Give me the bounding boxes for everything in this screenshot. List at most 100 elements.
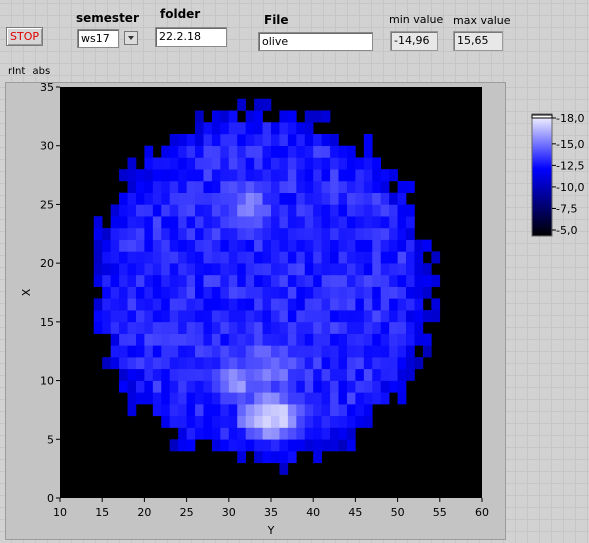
semester-dropdown-button[interactable]	[124, 31, 138, 45]
heatmap-cell	[203, 321, 213, 334]
color-scale-tick-label: -18,0	[556, 112, 584, 125]
stop-button[interactable]: STOP	[6, 27, 43, 46]
heatmap-cell	[93, 310, 103, 323]
heatmap-cell	[313, 204, 322, 217]
heatmap-cell	[203, 157, 213, 170]
heatmap-cell	[144, 274, 154, 287]
heatmap-cell	[372, 392, 382, 405]
heatmap-cell	[380, 392, 390, 405]
heatmap-cell	[228, 321, 238, 334]
heatmap-cell	[195, 298, 204, 311]
heatmap-cell	[304, 310, 314, 323]
color-ramp-max-marker[interactable]	[531, 114, 553, 119]
heatmap-cell	[389, 263, 398, 276]
heatmap-cell	[220, 227, 230, 240]
heatmap-cell	[279, 345, 289, 358]
semester-select[interactable]: ws17	[77, 29, 119, 48]
heatmap-cell	[304, 274, 314, 287]
heatmap-cell	[389, 345, 398, 358]
heatmap-cell	[220, 439, 230, 452]
heatmap-cell	[296, 227, 306, 240]
heatmap-cell	[203, 380, 213, 393]
heatmap-cell	[245, 333, 255, 346]
heatmap-cell	[338, 333, 348, 346]
heatmap-cell	[304, 133, 314, 147]
heatmap-cell	[203, 227, 213, 240]
heatmap-cell	[397, 357, 407, 370]
heatmap-cell	[178, 310, 187, 323]
heatmap-cell	[135, 392, 145, 405]
heatmap-cell	[228, 274, 238, 287]
heatmap-cell	[279, 415, 289, 428]
heatmap-cell	[203, 298, 213, 311]
heatmap-cell	[211, 439, 221, 452]
heatmap-cell	[296, 286, 306, 299]
heatmap-cell	[102, 286, 111, 299]
heatmap-cell	[102, 263, 111, 276]
folder-field[interactable]: 22.2.18	[155, 27, 227, 47]
heatmap-cell	[304, 345, 314, 358]
heatmap-cell	[228, 251, 238, 264]
heatmap-cell	[389, 333, 398, 346]
heatmap-cell	[195, 310, 204, 323]
heatmap-cell	[110, 263, 120, 276]
heatmap-cell	[220, 263, 230, 276]
heatmap-cell	[372, 333, 382, 346]
heatmap-cell	[237, 404, 246, 417]
heatmap-cell	[338, 227, 348, 240]
heatmap-cell	[237, 439, 246, 452]
heatmap-cell	[245, 439, 255, 452]
heatmap-cell	[228, 122, 238, 135]
heatmap-cell	[363, 357, 373, 370]
heatmap-cell	[296, 439, 306, 452]
heatmap-cell	[152, 333, 162, 346]
heatmap-cell	[406, 204, 415, 217]
heatmap-cell	[161, 392, 171, 405]
heatmap-cell	[422, 239, 432, 252]
heatmap-cell	[304, 380, 314, 393]
heatmap-cell	[330, 192, 339, 205]
min-value-indicator: -14,96	[390, 31, 438, 51]
heatmap-cell	[346, 169, 356, 182]
heatmap-cell	[321, 427, 331, 440]
file-field[interactable]: olive	[258, 32, 373, 51]
heatmap-cell	[211, 145, 221, 158]
heatmap-cell	[211, 321, 221, 334]
x-tick-label: 45	[348, 506, 362, 519]
heatmap-cell	[346, 286, 356, 299]
heatmap-cell	[279, 451, 289, 464]
heatmap-cell	[169, 310, 179, 323]
heatmap-cell	[110, 286, 120, 299]
heatmap-cell	[262, 368, 272, 381]
heatmap-cell	[262, 321, 272, 334]
heatmap-cell	[321, 392, 331, 405]
heatmap-cell	[338, 415, 348, 428]
heatmap-cell	[287, 239, 297, 252]
heatmap-cell	[355, 298, 365, 311]
heatmap-cell	[119, 368, 128, 381]
heatmap-cell	[330, 427, 339, 440]
heatmap-cell	[372, 251, 382, 264]
heatmap-cell	[330, 286, 339, 299]
heatmap-cell	[211, 227, 221, 240]
heatmap-cell	[220, 427, 230, 440]
heatmap-cell	[161, 321, 171, 334]
heatmap-cell	[144, 298, 154, 311]
heatmap-cell	[254, 227, 263, 240]
heatmap-cell	[330, 345, 339, 358]
heatmap-cell	[144, 333, 154, 346]
heatmap-cell	[203, 122, 213, 135]
heatmap-cell	[169, 333, 179, 346]
heatmap-cell	[321, 439, 331, 452]
heatmap-cell	[144, 392, 154, 405]
heatmap-cell	[178, 380, 187, 393]
heatmap-cell	[102, 357, 111, 370]
heatmap-cell	[313, 345, 322, 358]
heatmap-cell	[161, 404, 171, 417]
heatmap-cell	[161, 180, 171, 193]
heatmap-cell	[313, 321, 322, 334]
heatmap-cell	[304, 157, 314, 170]
heatmap-cell	[228, 427, 238, 440]
heatmap-cell	[338, 380, 348, 393]
